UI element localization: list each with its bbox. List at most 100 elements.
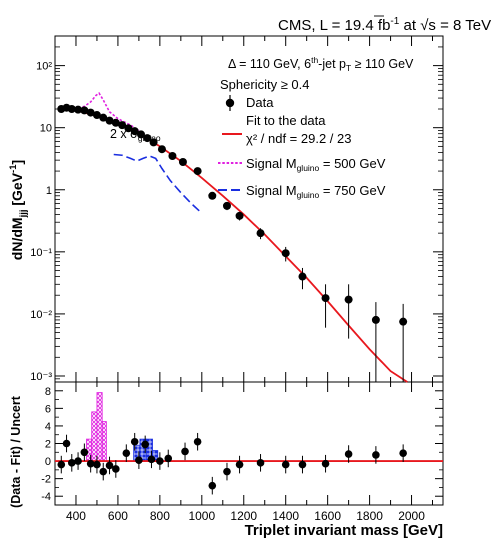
residual-frame <box>54 381 444 506</box>
residual-point <box>256 459 265 467</box>
res-y-tick-label: -2 <box>41 474 51 486</box>
x-tick-label: 1800 <box>356 509 383 523</box>
residual-point <box>112 465 120 473</box>
x-tick-label: 800 <box>150 509 170 523</box>
legend-fit-label: Fit to the data <box>246 113 326 128</box>
y-tick-label: 10⁻² <box>30 309 52 321</box>
data-point <box>399 317 408 326</box>
residual-point <box>147 455 156 464</box>
y-axis-title-bottom: (Data - Fit) / Uncert <box>9 395 23 508</box>
signal750-curve <box>113 153 201 212</box>
data-point <box>136 130 145 139</box>
x-axis-title: Triplet invariant mass [GeV] <box>245 522 443 539</box>
data-point <box>67 105 76 114</box>
data-point <box>371 315 380 324</box>
signal500-bin <box>101 421 107 462</box>
legend-signal750-label: Signal Mgluino = 750 GeV <box>246 183 386 200</box>
residual-point <box>235 460 244 469</box>
data-point <box>321 294 330 303</box>
data-point <box>92 111 101 120</box>
residual-point <box>135 456 143 464</box>
y-tick-label: 10⁻³ <box>30 371 52 383</box>
residual-point <box>181 447 189 456</box>
res-y-tick-label: 4 <box>45 421 51 433</box>
data-point <box>298 272 307 281</box>
residual-point <box>193 437 202 446</box>
data-point <box>118 121 127 130</box>
data-point <box>111 118 120 127</box>
x-tick-label: 600 <box>108 509 128 523</box>
residual-point <box>80 448 89 457</box>
residual-point <box>99 467 108 476</box>
x-tick-label: 1600 <box>314 509 341 523</box>
residual-point <box>105 461 114 470</box>
legend-signal500-label: Signal Mgluino = 500 GeV <box>246 156 386 173</box>
y-tick-label: 10 <box>40 123 52 135</box>
data-point <box>74 105 83 114</box>
residual-point <box>62 439 71 448</box>
spectrum-plot: 10⁻³ 10⁻² 10⁻¹ 1 10 10² <box>30 35 443 383</box>
data-point <box>281 249 290 258</box>
cms-header: CMS, L = 19.4 fb-1 at √s = 8 TeV <box>278 16 491 34</box>
signal-scale-annotation: 2 x σgluino <box>110 127 161 143</box>
signal500-bin <box>96 392 103 462</box>
data-point <box>130 127 139 136</box>
data-point <box>86 108 95 117</box>
residual-point <box>321 459 330 468</box>
residual-point <box>141 440 149 449</box>
residual-point <box>74 457 82 465</box>
res-y-tick-label: 8 <box>45 386 51 398</box>
residual-point <box>93 460 101 469</box>
data-point <box>105 116 114 125</box>
residual-point <box>372 451 380 459</box>
residual-point <box>164 454 173 463</box>
x-tick-label: 1000 <box>188 509 215 523</box>
data-point <box>80 106 89 115</box>
data-point <box>344 295 353 304</box>
data-point <box>193 167 202 176</box>
residual-point <box>281 460 290 469</box>
res-y-tick-label: 0 <box>45 456 51 468</box>
data-point <box>157 145 166 154</box>
residual-point <box>86 459 95 468</box>
data-point <box>99 113 108 122</box>
residual-point <box>344 450 353 458</box>
residual-point <box>57 460 66 469</box>
x-tick-label: 400 <box>66 509 86 523</box>
legend: Data Fit to the data χ² / ndf = 29.2 / 2… <box>218 95 386 200</box>
x-tick-label: 2000 <box>398 509 425 523</box>
data-point <box>178 158 187 167</box>
residual-point <box>130 437 139 446</box>
sqrt-symbol: √ <box>420 17 429 34</box>
fit-curve <box>59 108 408 383</box>
residual-point <box>208 481 217 490</box>
data-point <box>235 211 244 220</box>
residual-plot: -4 -2 0 2 4 6 8 400 600 800 1000 1200 1400 1600 1800 20… <box>41 382 443 523</box>
data-point <box>149 138 158 147</box>
residual-point <box>223 467 231 476</box>
signal500-curve <box>61 91 140 132</box>
res-y-tick-label: 6 <box>45 403 51 415</box>
x-tick-label: 1400 <box>272 509 299 523</box>
data-point <box>124 124 133 133</box>
y-tick-label: 1 <box>46 185 52 197</box>
residual-point <box>67 459 76 467</box>
legend-data-label: Data <box>246 95 274 110</box>
residual-point <box>122 449 131 457</box>
residual-point <box>156 457 164 465</box>
residual-point <box>298 460 307 469</box>
y-tick-label: 10² <box>36 61 52 73</box>
legend-chi2-label: χ² / ndf = 29.2 / 23 <box>246 131 351 146</box>
signal500-bin <box>91 411 98 462</box>
data-point <box>168 151 177 160</box>
y-axis-title-top: dN/dMjjj [GeV-1] <box>8 160 29 260</box>
x-tick-label: 1200 <box>230 509 257 523</box>
delta-selection: Δ = 110 GeV, 6th-jet pT ≥ 110 GeV <box>228 55 414 73</box>
data-point <box>143 134 152 143</box>
data-point <box>222 201 231 210</box>
res-y-tick-label: -4 <box>41 491 51 503</box>
residual-point <box>399 449 407 457</box>
data-point <box>256 229 265 238</box>
y-tick-label: 10⁻¹ <box>30 247 52 259</box>
